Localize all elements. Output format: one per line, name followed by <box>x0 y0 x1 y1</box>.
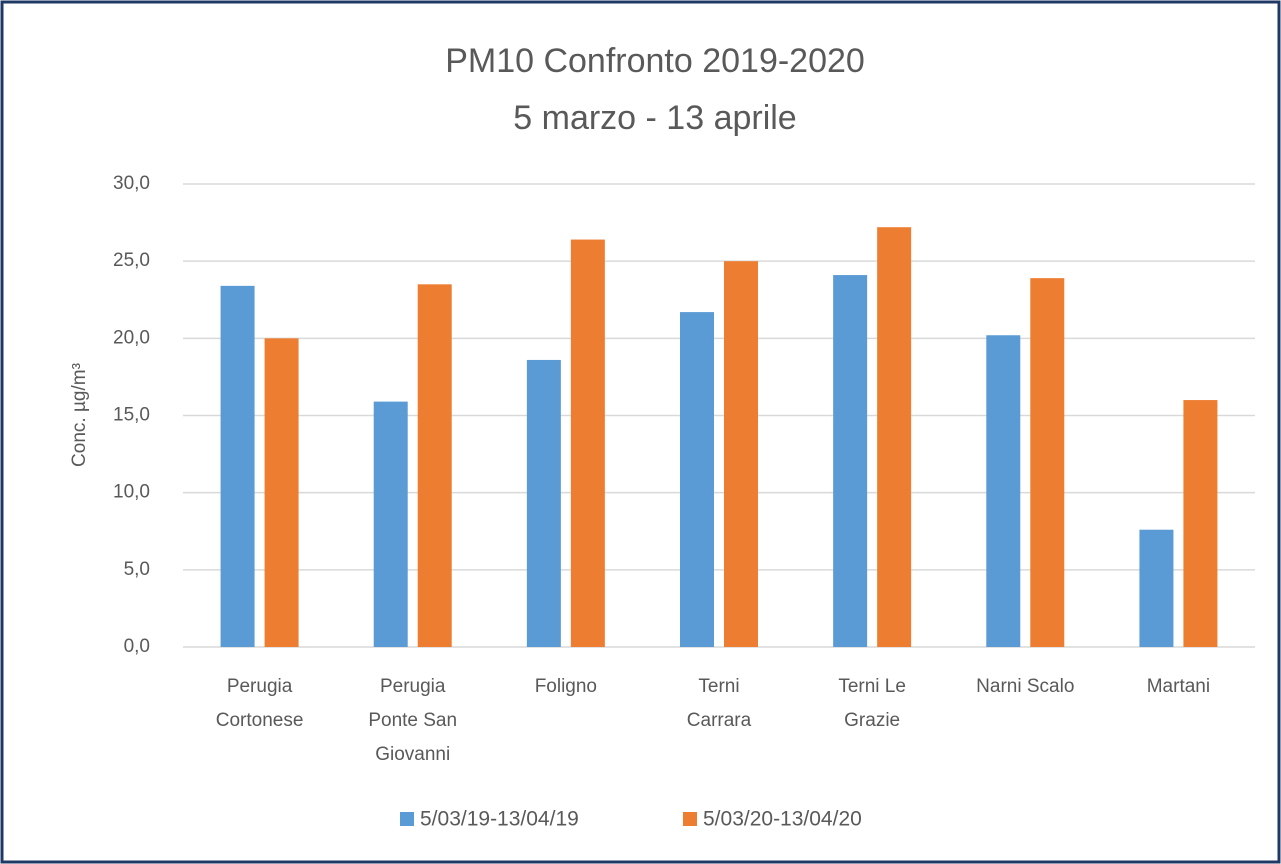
legend-swatch <box>683 812 697 826</box>
bar <box>680 312 714 647</box>
bar <box>1139 529 1174 647</box>
bar <box>877 227 912 648</box>
x-tick-label: Terni Le <box>838 676 906 697</box>
y-tick-label: 5,0 <box>124 559 150 580</box>
x-tick-label: Foligno <box>535 676 597 697</box>
bar <box>724 261 758 647</box>
x-tick-label: Grazie <box>844 710 900 731</box>
legend-label: 5/03/19-13/04/19 <box>420 808 579 831</box>
chart-title: PM10 Confronto 2019-2020 <box>445 42 865 80</box>
bar <box>526 359 561 647</box>
x-tick-label: Martani <box>1147 676 1210 697</box>
chart-subtitle: 5 marzo - 13 aprile <box>513 99 796 137</box>
y-tick-label: 10,0 <box>113 482 150 503</box>
bar <box>417 284 452 647</box>
bar <box>373 401 408 647</box>
x-tick-label: Perugia <box>380 676 446 697</box>
y-tick-label: 30,0 <box>113 173 150 194</box>
x-tick-label: Cortonese <box>216 710 304 731</box>
x-tick-label: Ponte San <box>368 710 457 731</box>
y-tick-label: 20,0 <box>113 327 150 348</box>
x-tick-label: Terni <box>698 676 739 697</box>
bar <box>833 275 868 647</box>
bar <box>220 285 255 647</box>
y-tick-label: 25,0 <box>113 250 150 271</box>
x-tick-label: Narni Scalo <box>976 676 1074 697</box>
legend-swatch <box>400 812 414 826</box>
legend-label: 5/03/20-13/04/20 <box>703 808 862 831</box>
x-tick-label: Giovanni <box>375 744 450 765</box>
y-tick-label: 15,0 <box>113 405 150 426</box>
x-tick-label: Carrara <box>687 710 752 731</box>
bar <box>570 239 605 647</box>
bar <box>1183 400 1218 647</box>
bar <box>1030 278 1065 647</box>
y-axis-label: Conc. µg/m³ <box>69 363 90 467</box>
y-tick-label: 0,0 <box>124 636 150 657</box>
bar <box>986 335 1021 647</box>
bar <box>264 338 299 647</box>
x-tick-label: Perugia <box>227 676 293 697</box>
